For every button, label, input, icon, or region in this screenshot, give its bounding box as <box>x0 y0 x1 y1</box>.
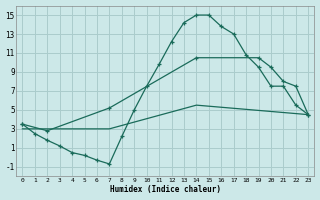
X-axis label: Humidex (Indice chaleur): Humidex (Indice chaleur) <box>110 185 221 194</box>
